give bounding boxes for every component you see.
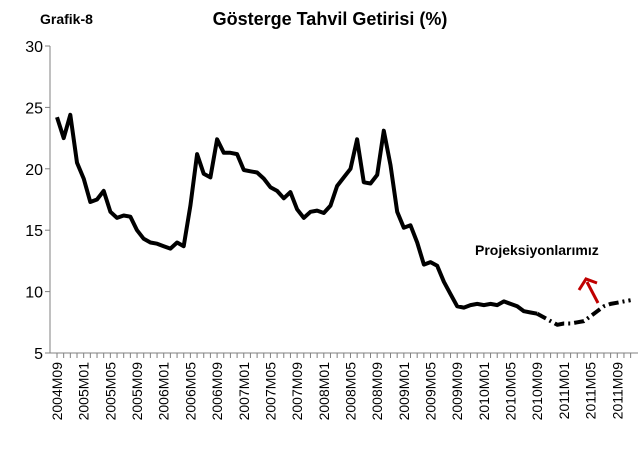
y-tick-label: 30 — [25, 39, 43, 56]
chart-subtitle: Grafik-8 — [40, 11, 93, 27]
y-tick-label: 15 — [25, 223, 43, 240]
x-tick-label: 2008M01 — [316, 362, 332, 421]
x-tick-label: 2011M05 — [583, 362, 599, 420]
x-tick-label: 2008M09 — [369, 362, 385, 421]
x-tick-label: 2007M05 — [262, 362, 278, 421]
x-tick-label: 2010M09 — [529, 362, 545, 421]
x-tick-label: 2009M05 — [423, 362, 439, 421]
x-tick-label: 2007M01 — [236, 362, 252, 421]
x-tick-label: 2005M09 — [129, 362, 145, 421]
x-tick-label: 2011M01 — [556, 362, 572, 420]
y-tick-label: 20 — [25, 162, 43, 179]
x-tick-label: 2009M01 — [396, 362, 412, 421]
x-tick-label: 2006M05 — [182, 362, 198, 421]
x-tick-label: 2005M01 — [76, 362, 92, 421]
annotation: Projeksiyonlarımız — [475, 242, 599, 258]
x-tick-label: 2004M09 — [49, 362, 65, 421]
x-tick-label: 2010M01 — [476, 362, 492, 421]
x-tick-label: 2010M05 — [503, 362, 519, 421]
y-tick-label: 10 — [25, 285, 43, 302]
annotation-arrow — [585, 281, 600, 304]
annotation-arrowhead — [577, 277, 598, 291]
x-tick-label: 2005M05 — [102, 362, 118, 421]
x-tick-label: 2007M09 — [289, 362, 305, 421]
x-tick-label: 2011M09 — [609, 362, 625, 420]
x-tick-label: 2008M05 — [342, 362, 358, 421]
x-tick-label: 2009M09 — [449, 362, 465, 421]
x-tick-label: 2006M09 — [209, 362, 225, 421]
line-series — [55, 112, 538, 316]
x-tick-label: 2006M01 — [156, 362, 172, 421]
line-series — [536, 298, 631, 327]
y-tick-label: 5 — [34, 346, 43, 363]
chart-title: Gösterge Tahvil Getirisi (%) — [213, 9, 448, 29]
y-tick-label: 25 — [25, 100, 43, 117]
